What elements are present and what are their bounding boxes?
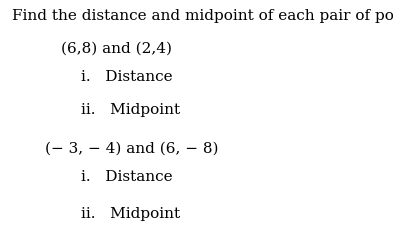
Text: (6,8) and (2,4): (6,8) and (2,4) [61, 42, 172, 56]
Text: i.   Distance: i. Distance [81, 170, 172, 184]
Text: Find the distance and midpoint of each pair of points: Find the distance and midpoint of each p… [12, 9, 393, 23]
Text: i.   Distance: i. Distance [81, 70, 172, 85]
Text: ii.   Midpoint: ii. Midpoint [81, 207, 180, 221]
Text: (− 3, − 4) and (6, − 8): (− 3, − 4) and (6, − 8) [45, 142, 219, 156]
Text: ii.   Midpoint: ii. Midpoint [81, 103, 180, 117]
